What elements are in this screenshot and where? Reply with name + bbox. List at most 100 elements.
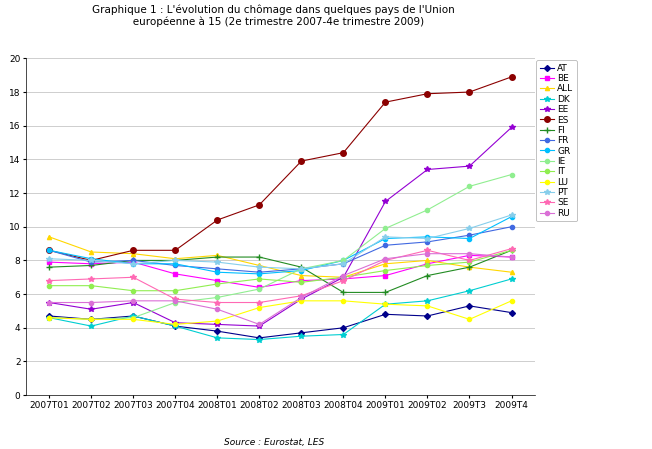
- SE: [381, 258, 389, 263]
- GR: [340, 258, 348, 263]
- DK: [171, 323, 179, 329]
- IE: [256, 286, 263, 292]
- AT: [466, 303, 473, 308]
- LU: [424, 303, 432, 308]
- FI: [381, 290, 389, 295]
- AT: [256, 335, 263, 340]
- EE: [381, 199, 389, 204]
- RU: [213, 307, 221, 312]
- ALL: [297, 273, 305, 278]
- FR: [381, 242, 389, 248]
- AT: [213, 329, 221, 334]
- Line: FI: FI: [46, 247, 515, 296]
- ES: [297, 158, 305, 164]
- PT: [87, 258, 95, 263]
- BE: [466, 253, 473, 258]
- BE: [424, 261, 432, 267]
- PT: [381, 234, 389, 240]
- RU: [45, 300, 53, 305]
- BE: [256, 285, 263, 290]
- FI: [129, 258, 137, 263]
- IE: [171, 300, 179, 305]
- AT: [297, 330, 305, 335]
- AT: [87, 317, 95, 322]
- FR: [297, 266, 305, 272]
- EE: [297, 296, 305, 302]
- IT: [213, 281, 221, 287]
- IE: [297, 266, 305, 272]
- IT: [381, 268, 389, 273]
- Line: AT: AT: [47, 304, 514, 340]
- FI: [424, 273, 432, 278]
- DK: [340, 332, 348, 337]
- LU: [87, 317, 95, 322]
- GR: [171, 261, 179, 267]
- SE: [87, 276, 95, 282]
- ALL: [381, 261, 389, 267]
- FI: [340, 290, 348, 295]
- ALL: [45, 234, 53, 240]
- Line: LU: LU: [47, 299, 514, 326]
- IT: [466, 260, 473, 265]
- GR: [466, 236, 473, 241]
- PT: [508, 212, 516, 218]
- AT: [508, 310, 516, 315]
- PT: [297, 266, 305, 272]
- LU: [45, 315, 53, 321]
- EE: [424, 167, 432, 172]
- FI: [213, 254, 221, 260]
- RU: [87, 300, 95, 305]
- Line: PT: PT: [46, 212, 514, 272]
- EE: [87, 307, 95, 312]
- Line: IE: IE: [47, 172, 514, 321]
- EE: [45, 300, 53, 305]
- FR: [87, 260, 95, 265]
- LU: [213, 318, 221, 324]
- BE: [171, 271, 179, 277]
- ES: [340, 150, 348, 155]
- AT: [424, 313, 432, 319]
- Legend: AT, BE, ALL, DK, EE, ES, FI, FR, GR, IE, IT, LU, PT, SE, RU: AT, BE, ALL, DK, EE, ES, FI, FR, GR, IE,…: [537, 60, 577, 221]
- EE: [256, 323, 263, 329]
- IT: [256, 276, 263, 282]
- DK: [508, 276, 516, 282]
- IE: [340, 258, 348, 263]
- GR: [45, 248, 53, 253]
- LU: [466, 317, 473, 322]
- EE: [213, 321, 221, 327]
- LU: [508, 298, 516, 304]
- PT: [171, 258, 179, 263]
- GR: [297, 268, 305, 273]
- DK: [381, 302, 389, 307]
- SE: [340, 278, 348, 283]
- Line: ALL: ALL: [47, 235, 514, 279]
- DK: [45, 315, 53, 321]
- IE: [466, 184, 473, 189]
- FI: [171, 258, 179, 263]
- EE: [340, 274, 348, 280]
- SE: [171, 296, 179, 302]
- FR: [508, 224, 516, 229]
- RU: [129, 298, 137, 304]
- AT: [381, 312, 389, 317]
- ES: [129, 248, 137, 253]
- RU: [424, 251, 432, 256]
- BE: [340, 276, 348, 282]
- FR: [466, 233, 473, 238]
- IE: [213, 295, 221, 300]
- GR: [213, 269, 221, 275]
- ALL: [340, 274, 348, 280]
- LU: [256, 305, 263, 310]
- ES: [45, 248, 53, 253]
- Line: GR: GR: [47, 215, 514, 276]
- PT: [45, 256, 53, 261]
- ES: [508, 74, 516, 79]
- IT: [297, 280, 305, 285]
- FR: [424, 239, 432, 245]
- FR: [213, 266, 221, 272]
- SE: [256, 300, 263, 305]
- FR: [256, 269, 263, 275]
- Text: Graphique 1 : L'évolution du chômage dans quelques pays de l'Union
   européenne: Graphique 1 : L'évolution du chômage dan…: [93, 4, 455, 27]
- RU: [297, 295, 305, 300]
- EE: [129, 300, 137, 305]
